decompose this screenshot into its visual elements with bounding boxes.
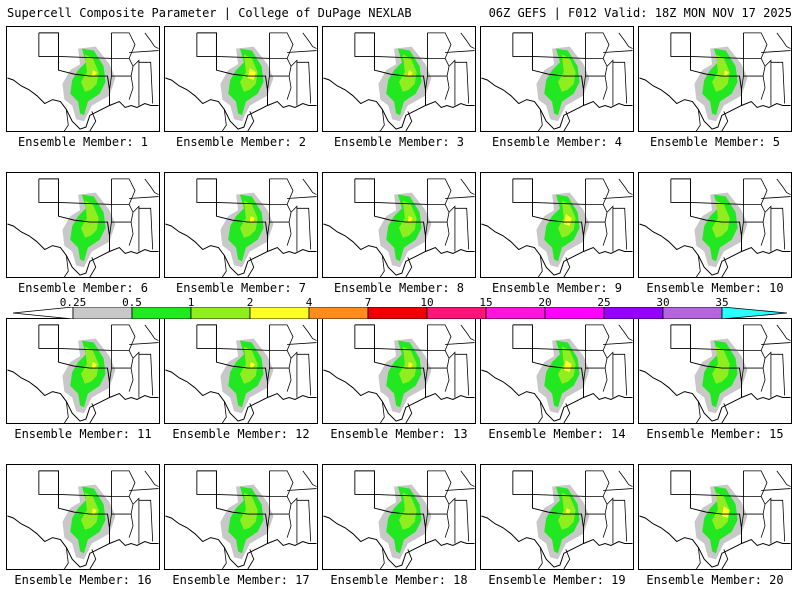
- ensemble-map-panel: [322, 318, 476, 424]
- ensemble-map-panel: [164, 172, 318, 278]
- ensemble-member-label: Ensemble Member: 10: [646, 281, 784, 295]
- colorbar-tick-label: 7: [364, 296, 372, 309]
- colorbar-segment: [485, 307, 546, 319]
- colorbar-segment: [308, 307, 369, 319]
- ensemble-member-label: Ensemble Member: 16: [14, 573, 152, 587]
- ensemble-member-label: Ensemble Member: 9: [491, 281, 623, 295]
- ensemble-map-panel: [6, 464, 160, 570]
- ensemble-member-label: Ensemble Member: 2: [175, 135, 307, 149]
- colorbar-segment: [603, 307, 664, 319]
- ensemble-member-label: Ensemble Member: 7: [175, 281, 307, 295]
- ensemble-member-label: Ensemble Member: 1: [17, 135, 149, 149]
- ensemble-map-panel: [638, 172, 792, 278]
- colorbar-segment: [72, 307, 133, 319]
- ensemble-map-panel: [480, 318, 634, 424]
- colorbar-segment: [249, 307, 310, 319]
- ensemble-member-label: Ensemble Member: 13: [330, 427, 468, 441]
- colorbar-tick-label: 0.5: [122, 296, 142, 309]
- ensemble-map-panel: [322, 26, 476, 132]
- ensemble-map-panel: [638, 26, 792, 132]
- colorbar-tick-label: 15: [479, 296, 493, 309]
- colorbar-tick-label: 1: [187, 296, 195, 309]
- ensemble-map-panel: [164, 464, 318, 570]
- ensemble-map-panel: [6, 318, 160, 424]
- scp-colorbar: [13, 307, 787, 319]
- ensemble-map-panel: [164, 318, 318, 424]
- ensemble-member-label: Ensemble Member: 18: [330, 573, 468, 587]
- colorbar-tick-label: 25: [597, 296, 611, 309]
- ensemble-member-label: Ensemble Member: 12: [172, 427, 310, 441]
- ensemble-member-label: Ensemble Member: 6: [17, 281, 149, 295]
- ensemble-map-panel: [322, 464, 476, 570]
- ensemble-member-label: Ensemble Member: 5: [649, 135, 781, 149]
- colorbar-tick-label: 20: [538, 296, 552, 309]
- colorbar-tick-label: 35: [715, 296, 729, 309]
- map-title: Supercell Composite Parameter | College …: [7, 6, 412, 20]
- ensemble-map-panel: [164, 26, 318, 132]
- ensemble-map-panel: [638, 464, 792, 570]
- ensemble-member-label: Ensemble Member: 20: [646, 573, 784, 587]
- ensemble-map-panel: [6, 172, 160, 278]
- ensemble-map-panel: [480, 26, 634, 132]
- ensemble-member-label: Ensemble Member: 11: [14, 427, 152, 441]
- run-valid-time: 06Z GEFS | F012 Valid: 18Z MON NOV 17 20…: [488, 6, 792, 20]
- ensemble-member-label: Ensemble Member: 3: [333, 135, 465, 149]
- ensemble-member-label: Ensemble Member: 4: [491, 135, 623, 149]
- ensemble-member-label: Ensemble Member: 19: [488, 573, 626, 587]
- colorbar-tick-label: 10: [420, 296, 434, 309]
- ensemble-member-label: Ensemble Member: 14: [488, 427, 626, 441]
- colorbar-segment: [721, 307, 787, 319]
- ensemble-member-label: Ensemble Member: 8: [333, 281, 465, 295]
- colorbar-segment: [13, 307, 74, 319]
- colorbar-segment: [544, 307, 605, 319]
- ensemble-member-label: Ensemble Member: 17: [172, 573, 310, 587]
- ensemble-map-panel: [480, 172, 634, 278]
- colorbar-tick-label: 30: [656, 296, 670, 309]
- colorbar-segment: [131, 307, 192, 319]
- ensemble-map-panel: [480, 464, 634, 570]
- ensemble-member-label: Ensemble Member: 15: [646, 427, 784, 441]
- colorbar-segment: [190, 307, 251, 319]
- colorbar-segment: [662, 307, 723, 319]
- colorbar-segment: [426, 307, 487, 319]
- ensemble-map-panel: [638, 318, 792, 424]
- ensemble-map-panel: [6, 26, 160, 132]
- ensemble-map-panel: [322, 172, 476, 278]
- colorbar-tick-label: 0.25: [59, 296, 87, 309]
- colorbar-segment: [367, 307, 428, 319]
- colorbar-tick-label: 2: [246, 296, 254, 309]
- colorbar-tick-label: 4: [305, 296, 313, 309]
